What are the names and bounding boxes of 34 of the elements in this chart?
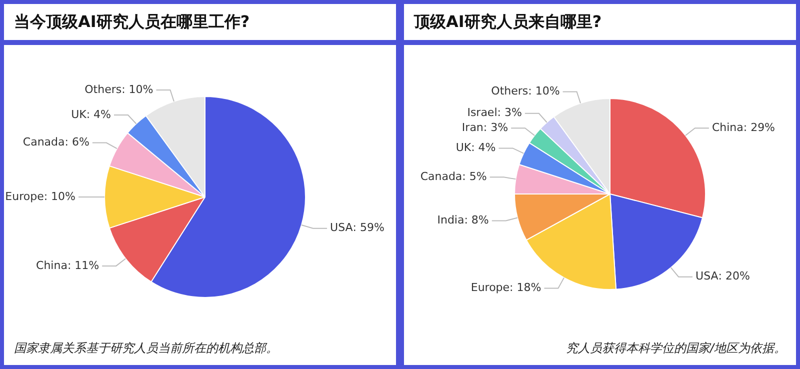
data-label: : 3%	[497, 106, 522, 120]
slice-label: USA	[696, 270, 719, 283]
slice-label: Others	[491, 84, 528, 98]
data-label: : 3%	[483, 120, 508, 134]
slice-label: Europe	[470, 281, 510, 294]
data-label: : 10%	[122, 82, 154, 96]
data-label: : 5%	[462, 170, 487, 184]
slice-label: Canada	[420, 170, 462, 184]
data-label: : 10%	[44, 190, 76, 203]
slice-label: Canada	[22, 136, 65, 149]
slice-label: China	[712, 120, 744, 134]
slice-label: Iran	[462, 120, 484, 134]
data-label: : 8%	[464, 214, 489, 227]
slice-label: UK	[71, 108, 88, 121]
data-label: : 18%	[510, 281, 542, 294]
slice-label: Europe	[5, 190, 44, 203]
chart-title: 顶级AI研究人员来自哪里?	[414, 12, 602, 32]
chart-title: 当今顶级AI研究人员在哪里工作?	[14, 12, 250, 32]
slice-label: China	[36, 258, 68, 272]
data-label: : 6%	[64, 136, 90, 149]
data-label: : 4%	[471, 141, 496, 154]
data-label: : 4%	[86, 108, 111, 121]
data-label: : 20%	[718, 270, 750, 283]
text: 国家隶属关系基于研究人员当前所在的机构总部。	[14, 340, 279, 357]
slice-label: Israel	[467, 106, 498, 120]
data-label: : 29%	[743, 120, 776, 134]
data-label: : 59%	[352, 221, 384, 234]
slice-label: USA	[330, 221, 354, 234]
text: 究人员获得本科学位的国家/地区为依据。	[564, 340, 786, 357]
slice-label: UK	[456, 141, 472, 154]
data-label: : 11%	[67, 258, 100, 272]
slice-label: India	[437, 214, 464, 227]
slice-label: Others	[84, 82, 122, 96]
data-label: : 10%	[528, 84, 560, 98]
